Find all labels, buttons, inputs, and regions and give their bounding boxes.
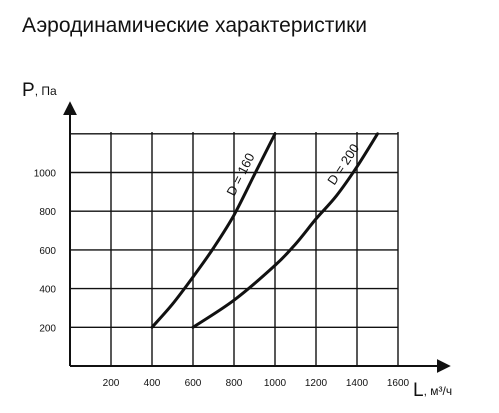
x-tick-label-1200: 1200 bbox=[305, 378, 328, 389]
x-tick-label-200: 200 bbox=[103, 378, 120, 389]
x-tick-label-1600: 1600 bbox=[387, 378, 410, 389]
y-axis-label: P, Па bbox=[22, 80, 57, 101]
x-tick-label-600: 600 bbox=[185, 378, 202, 389]
y-tick-label-1000: 1000 bbox=[34, 169, 57, 180]
axis-labels: P, Па L, м³/ч bbox=[22, 80, 452, 401]
series-group: D = 160 D = 200 bbox=[150, 132, 379, 329]
x-tick-label-1000: 1000 bbox=[264, 378, 287, 389]
x-axis-symbol: L bbox=[413, 380, 424, 401]
chart-title: Аэродинамические характеристики bbox=[22, 14, 368, 37]
series-label-d-160: D = 160 bbox=[223, 151, 257, 199]
y-tick-label-800: 800 bbox=[39, 207, 56, 218]
y-axis-symbol: P bbox=[22, 80, 35, 101]
x-axis-label: L, м³/ч bbox=[413, 380, 452, 401]
x-tick-label-800: 800 bbox=[226, 378, 243, 389]
y-axis-unit: , Па bbox=[35, 84, 57, 98]
x-axis-unit: , м³/ч bbox=[424, 384, 453, 398]
axes bbox=[63, 101, 451, 373]
x-tick-label-400: 400 bbox=[144, 378, 161, 389]
series-line-d-160 bbox=[150, 132, 277, 329]
y-tick-label-400: 400 bbox=[39, 285, 56, 296]
x-tick-label-1400: 1400 bbox=[346, 378, 369, 389]
y-tick-label-200: 200 bbox=[39, 323, 56, 334]
tick-labels: 200 400 600 800 1000 1200 1400 1600 200 400 600 800… bbox=[34, 169, 410, 390]
series-line-d-200 bbox=[191, 132, 379, 329]
y-tick-label-600: 600 bbox=[39, 246, 56, 257]
